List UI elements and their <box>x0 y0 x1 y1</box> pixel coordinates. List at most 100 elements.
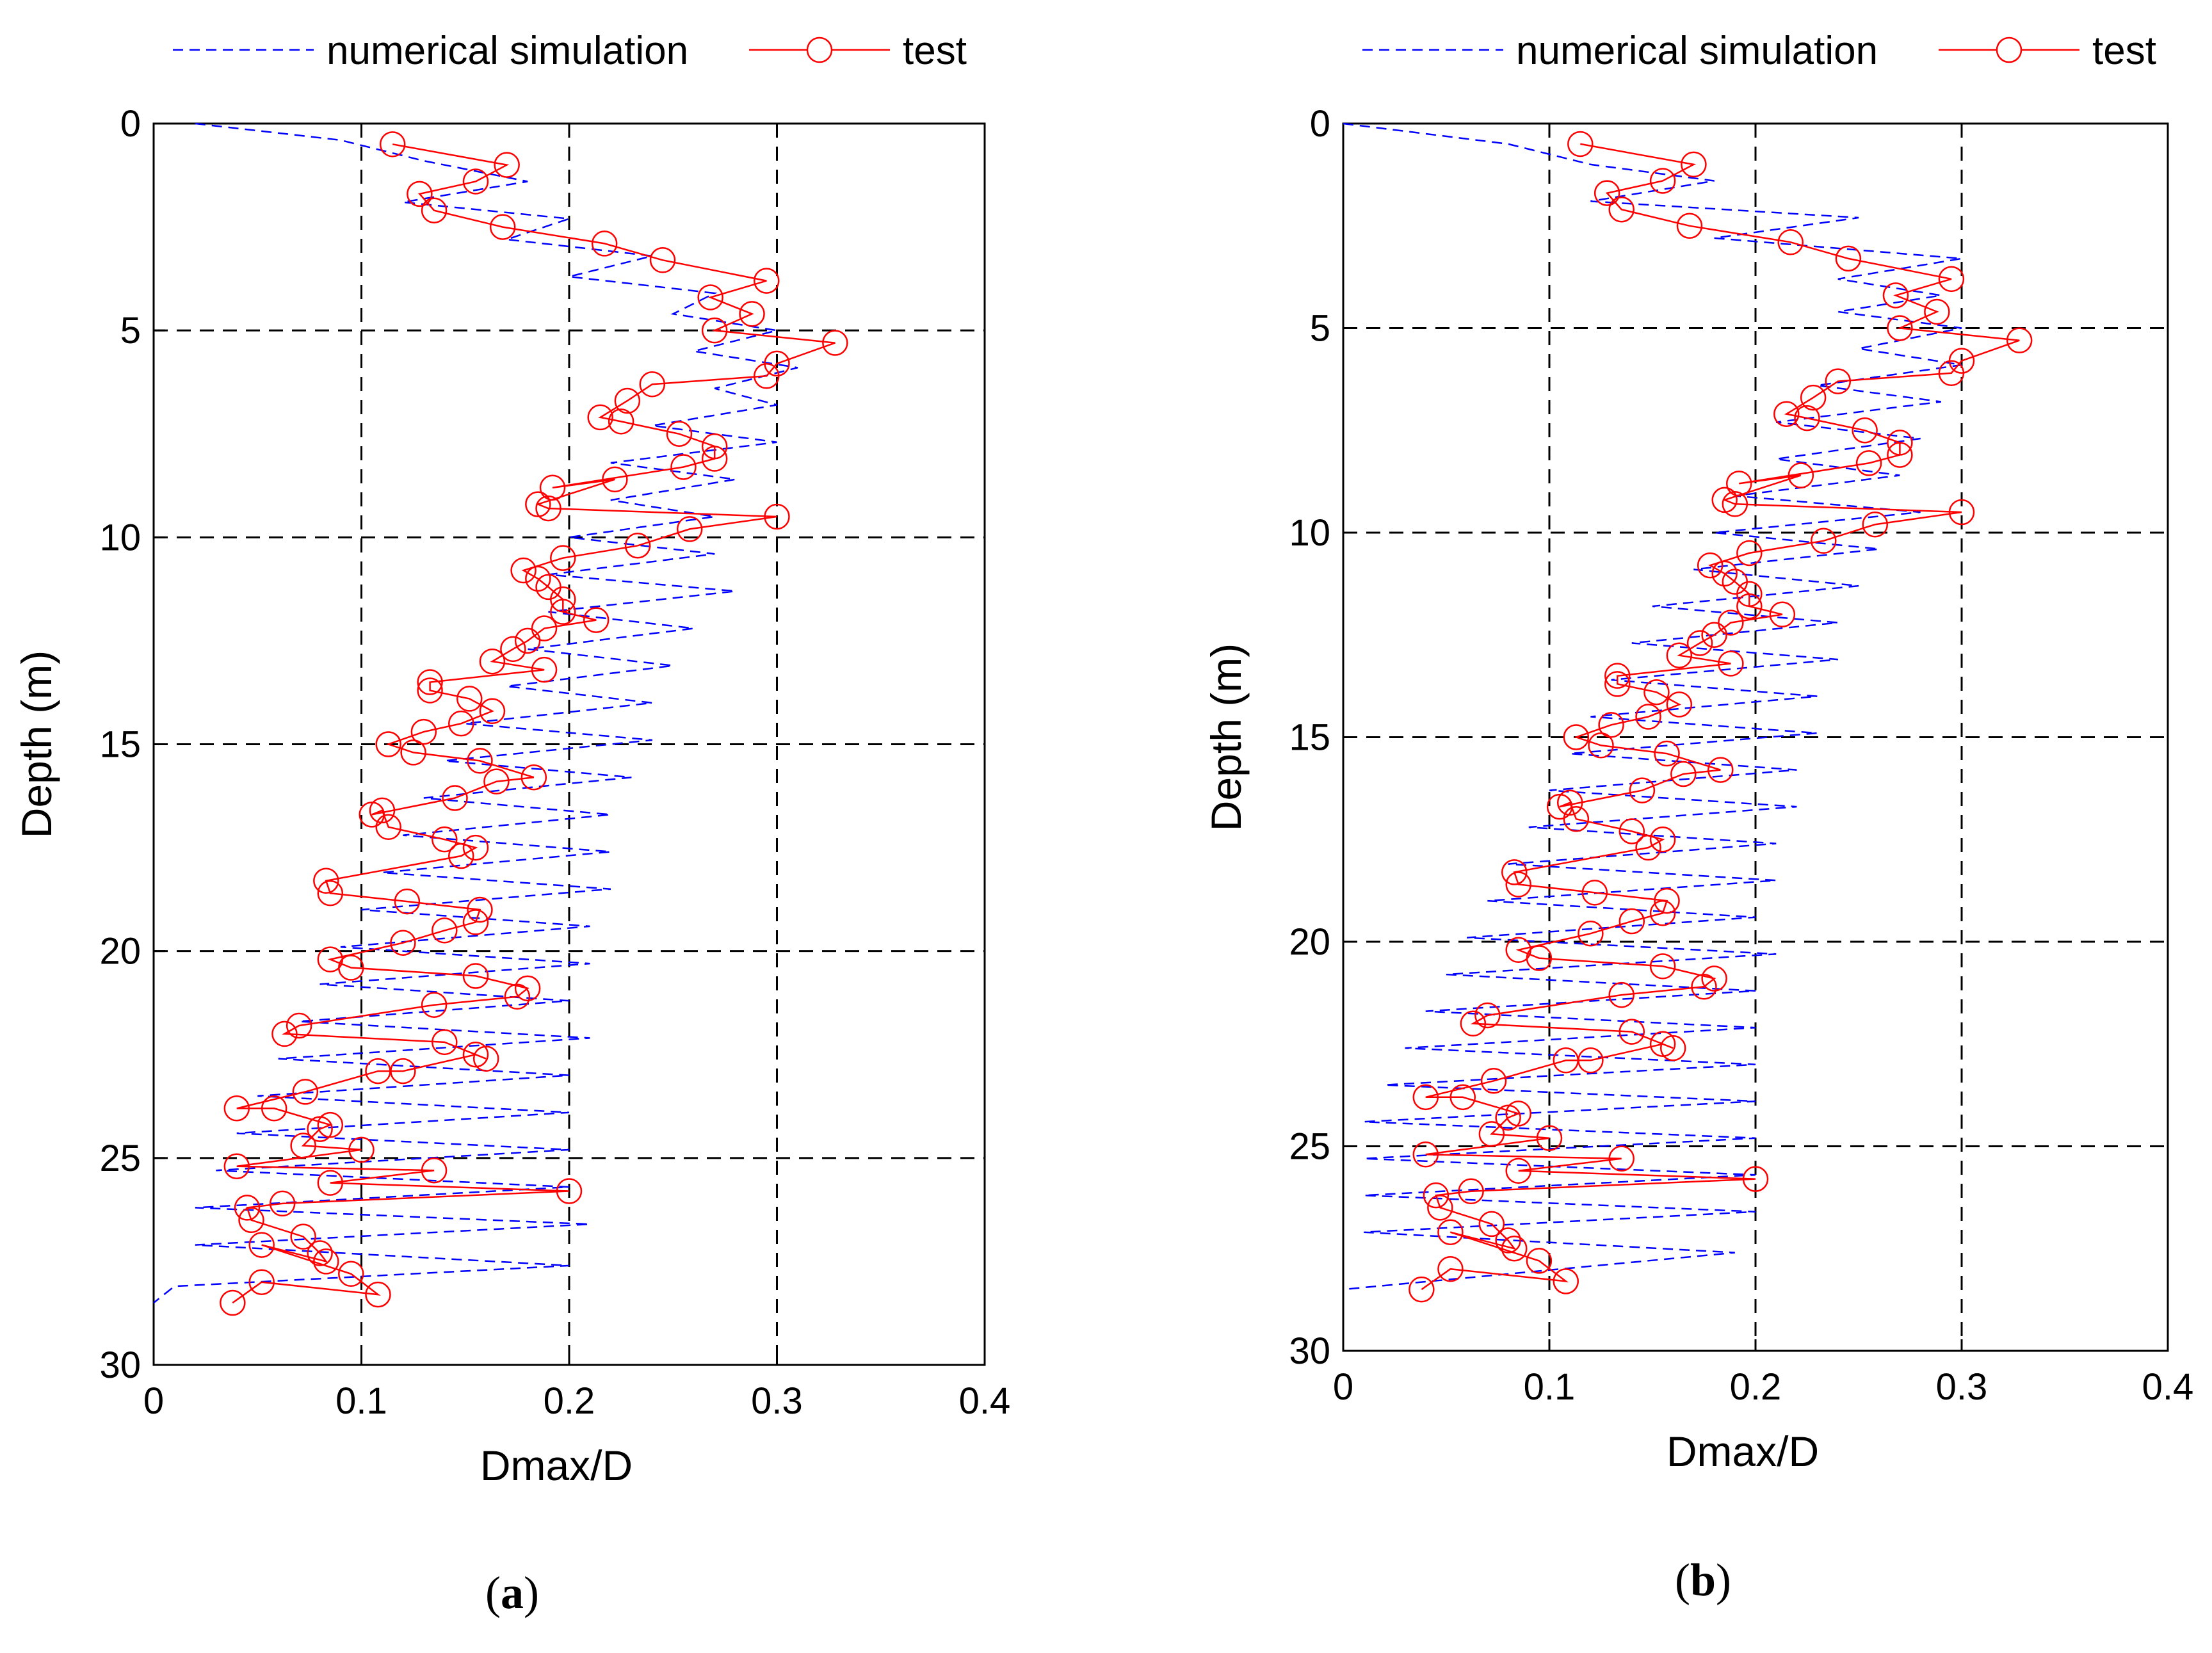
test-data-point <box>764 503 790 530</box>
test-data-point <box>1480 1068 1507 1094</box>
test-data-point <box>390 930 416 956</box>
test-data-point <box>1553 1268 1579 1294</box>
y-tick-label: 5 <box>120 310 141 351</box>
test-data-point <box>462 1042 489 1068</box>
chart-panel-a: 0 0.1 0.2 0.3 0.4 0 5 10 15 20 25 30 Dmax/D Depth (m)… <box>13 29 1010 1618</box>
test-data-point <box>1887 442 1913 468</box>
test-data-point <box>1773 401 1800 427</box>
test-data-point <box>1505 1157 1531 1184</box>
test-data-point <box>462 834 489 861</box>
test-data-point <box>417 677 443 704</box>
test-data-point <box>269 1190 296 1217</box>
test-data-point <box>365 1281 391 1308</box>
y-tick-label: 20 <box>1289 921 1330 963</box>
test-data-point <box>375 814 401 841</box>
chart-panel-b: 0 0.1 0.2 0.3 0.4 0 5 10 15 20 25 30 Dmax/D Depth (m)… <box>1202 29 2193 1606</box>
test-data-point <box>359 802 385 828</box>
test-data-point <box>1505 871 1531 898</box>
test-data-point <box>1635 704 1661 730</box>
y-tick-label: 0 <box>1310 103 1330 145</box>
test-data-point <box>456 686 483 712</box>
y-axis-title: Depth (m) <box>1202 643 1250 831</box>
test-data-point <box>1855 450 1882 476</box>
test-data-point <box>1619 1019 1645 1045</box>
test-data-point <box>739 301 765 327</box>
test-data-point <box>1681 151 1707 178</box>
test-data-point <box>338 955 364 981</box>
test-data-point <box>432 826 458 853</box>
test-data-point <box>1581 880 1608 906</box>
test-data-point <box>400 739 426 766</box>
test-data-point <box>1643 679 1670 706</box>
y-tick-label: 30 <box>99 1344 141 1386</box>
test-data-point <box>1722 491 1748 517</box>
series-line-test <box>1421 143 2020 1291</box>
test-data-point <box>1598 712 1624 738</box>
x-tick-label: 0.2 <box>544 1380 595 1422</box>
test-data-point <box>307 1116 333 1142</box>
test-data-point <box>1725 471 1752 497</box>
test-data-point <box>624 533 651 559</box>
test-data-point <box>1474 1002 1501 1029</box>
test-data-point <box>220 1289 246 1316</box>
y-tick-label: 15 <box>1289 717 1330 759</box>
test-data-point <box>1686 630 1713 656</box>
test-data-point <box>307 1240 333 1266</box>
test-data-point <box>525 491 551 517</box>
test-data-point <box>1460 1010 1487 1037</box>
test-data-point <box>489 214 516 240</box>
test-data-point <box>1478 1211 1505 1238</box>
test-data-point <box>1938 266 1965 293</box>
test-data-point <box>494 152 520 178</box>
legend-label-test: test <box>2092 29 2156 73</box>
test-data-point <box>1546 793 1573 820</box>
test-data-point <box>462 963 489 989</box>
x-tick-label: 0 <box>143 1380 164 1422</box>
test-data-point <box>1659 1035 1686 1061</box>
test-data-point <box>1501 1236 1528 1262</box>
test-data-point <box>248 1232 275 1258</box>
test-data-point <box>1437 1255 1464 1282</box>
test-data-point <box>1887 315 1913 341</box>
test-data-point <box>1711 487 1738 513</box>
y-axis-title: Depth (m) <box>13 650 60 838</box>
test-data-point <box>1718 609 1744 636</box>
test-data-point <box>1423 1182 1449 1209</box>
test-data-point <box>1495 1104 1521 1131</box>
test-data-point <box>379 131 406 157</box>
test-data-point <box>1811 528 1837 554</box>
test-data-point <box>292 1079 319 1105</box>
test-data-point <box>531 656 558 683</box>
test-data-point <box>1649 826 1676 853</box>
test-data-point <box>525 565 551 592</box>
test-data-point <box>1736 581 1763 608</box>
y-tick-label: 10 <box>99 517 141 558</box>
test-data-point <box>1563 806 1590 832</box>
y-tick-label: 15 <box>99 724 141 766</box>
test-data-point <box>1742 1166 1769 1192</box>
test-data-point <box>1649 1031 1676 1057</box>
x-tick-label: 0.1 <box>1524 1366 1576 1408</box>
x-axis-title: Dmax/D <box>1667 1428 1819 1475</box>
test-data-point <box>1567 131 1594 157</box>
test-data-point <box>1608 981 1635 1008</box>
legend: numerical simulation test <box>173 29 967 73</box>
test-data-point <box>556 1178 583 1204</box>
test-data-point <box>286 1012 312 1039</box>
test-data-point <box>1604 663 1631 689</box>
test-data-point <box>1769 601 1796 628</box>
test-data-point <box>1736 540 1763 567</box>
panel-label: (a) <box>485 1567 539 1618</box>
test-data-point <box>1629 777 1656 803</box>
test-data-point <box>1649 900 1676 926</box>
test-data-point <box>822 330 848 356</box>
legend: numerical simulation test <box>1362 29 2156 73</box>
test-data-point <box>261 1095 287 1122</box>
test-data-point <box>1788 462 1814 488</box>
test-data-point <box>500 636 526 663</box>
test-data-point <box>1701 622 1727 648</box>
test-data-point <box>1697 552 1724 579</box>
test-data-point <box>338 1261 364 1287</box>
test-data-point <box>223 1095 250 1122</box>
test-data-point <box>317 880 344 907</box>
